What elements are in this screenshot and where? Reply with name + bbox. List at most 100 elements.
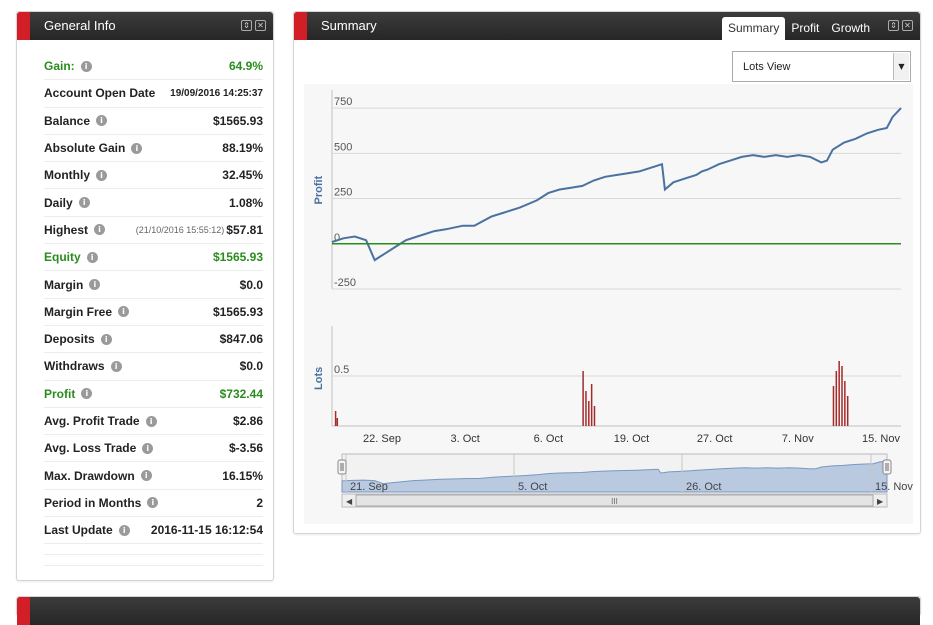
info-value: $57.81 bbox=[226, 222, 263, 237]
info-label-text: Balance bbox=[44, 113, 91, 128]
info-icon[interactable]: i bbox=[94, 224, 106, 236]
info-label: Monthly i bbox=[44, 168, 107, 182]
info-label-text: Period in Months bbox=[44, 495, 142, 510]
lots-bar bbox=[593, 406, 596, 426]
lots-x-tick-label: 6. Oct bbox=[534, 433, 563, 445]
info-icon[interactable]: i bbox=[96, 169, 107, 181]
info-label-text: Deposits bbox=[44, 332, 95, 347]
info-row: Equity i $1565.93 bbox=[44, 244, 263, 272]
info-icon[interactable]: i bbox=[81, 388, 93, 400]
bottom-panel bbox=[16, 596, 921, 625]
info-icon[interactable]: i bbox=[110, 360, 122, 372]
collapse-icon[interactable]: ⇕ bbox=[888, 20, 899, 31]
info-icon[interactable]: i bbox=[86, 251, 98, 263]
info-label: Daily i bbox=[44, 196, 90, 210]
general-info-panel: General Info ⇕ ✕ Gain: i 64.9% Account Open… bbox=[16, 11, 274, 581]
scrollbar-thumb bbox=[355, 494, 874, 507]
info-label-text: Highest bbox=[44, 222, 89, 237]
tab-growth[interactable]: Growth bbox=[831, 21, 871, 35]
summary-panel: Summary Summary Profit Growth ⇕ ✕ Lots Vie… bbox=[293, 11, 921, 534]
lots-axis-label: Lots bbox=[313, 367, 325, 390]
info-icon[interactable]: i bbox=[145, 415, 157, 427]
view-select[interactable]: Lots View ▼ bbox=[732, 51, 911, 82]
profit-tick-label: 500 bbox=[334, 141, 352, 153]
info-row: Account Open Date 19/09/2016 14:25:37 bbox=[44, 80, 263, 108]
lots-bar bbox=[590, 384, 593, 426]
tab-summary[interactable]: Summary bbox=[722, 17, 786, 40]
tab-profit[interactable]: Profit bbox=[791, 21, 820, 35]
info-value: $0.0 bbox=[239, 359, 263, 374]
lots-x-tick-label: 3. Oct bbox=[450, 433, 479, 445]
info-label-text: Equity bbox=[44, 250, 81, 265]
info-label: Last Update i bbox=[44, 523, 130, 537]
info-label: Account Open Date bbox=[44, 86, 155, 100]
navigator-handle-right bbox=[882, 459, 892, 475]
info-label: Withdraws i bbox=[44, 359, 122, 373]
info-icon[interactable]: i bbox=[131, 142, 143, 154]
info-label: Absolute Gain i bbox=[44, 141, 143, 156]
header-accent bbox=[294, 12, 307, 40]
info-row: Avg. Profit Trade i $2.86 bbox=[44, 408, 263, 436]
navigator-label: 15. Nov bbox=[875, 481, 913, 493]
profit-tick-label: 0 bbox=[334, 232, 340, 244]
navigator-area bbox=[341, 460, 888, 493]
lots-bar bbox=[835, 371, 838, 426]
navigator-label: 26. Oct bbox=[686, 481, 721, 493]
lots-bar bbox=[336, 418, 339, 426]
chart-area: -250 0 250 500 750 Profit 0.5 Lots 22. Sep 3. Oct… bbox=[304, 84, 913, 524]
lots-x-tick-label: 22. Sep bbox=[363, 433, 401, 445]
info-label: Gain: i bbox=[44, 59, 92, 73]
lots-x-tick-label: 15. Nov bbox=[862, 433, 900, 445]
lots-x-tick-label: 19. Oct bbox=[614, 433, 649, 445]
info-label-text: Max. Drawdown bbox=[44, 468, 135, 483]
info-icon[interactable]: i bbox=[118, 306, 130, 318]
info-value: 2016-11-15 16:12:54 bbox=[150, 523, 263, 538]
info-label-text: Last Update bbox=[44, 523, 113, 538]
info-row: Balance i $1565.93 bbox=[44, 108, 263, 135]
collapse-icon[interactable]: ⇕ bbox=[241, 20, 252, 31]
info-icon[interactable]: i bbox=[142, 442, 154, 454]
info-label-text: Daily bbox=[44, 195, 73, 210]
lots-bar bbox=[582, 371, 584, 426]
profit-tick-label: 750 bbox=[334, 96, 352, 108]
info-icon[interactable]: i bbox=[89, 279, 101, 291]
info-icon[interactable]: i bbox=[100, 333, 112, 345]
info-row: Margin Free i $1565.93 bbox=[44, 299, 263, 326]
info-icon[interactable]: i bbox=[147, 497, 159, 509]
info-value: 64.9% bbox=[228, 59, 263, 74]
close-icon[interactable]: ✕ bbox=[255, 20, 266, 31]
info-label-text: Account Open Date bbox=[44, 86, 156, 101]
header-accent bbox=[17, 597, 30, 625]
info-label-text: Absolute Gain bbox=[44, 141, 126, 156]
scroll-left-arrow-icon: ◀ bbox=[346, 497, 353, 506]
header-accent bbox=[17, 12, 30, 40]
lots-bar bbox=[844, 381, 846, 426]
lots-x-tick-label: 27. Oct bbox=[697, 433, 732, 445]
blank-row bbox=[44, 555, 263, 567]
close-icon[interactable]: ✕ bbox=[902, 20, 913, 31]
profit-axis-label: Profit bbox=[313, 175, 325, 204]
summary-title: Summary bbox=[321, 18, 377, 33]
info-icon[interactable]: i bbox=[80, 60, 92, 72]
info-icon[interactable]: i bbox=[78, 197, 90, 209]
info-icon[interactable]: i bbox=[96, 115, 108, 127]
lots-bar bbox=[585, 391, 587, 426]
info-row: Period in Months i 2 bbox=[44, 490, 263, 518]
info-row: Deposits i $847.06 bbox=[44, 326, 263, 354]
profit-series-line bbox=[331, 107, 902, 262]
info-row: Highest i (21/10/2016 15:55:12) $57.81 bbox=[44, 217, 263, 245]
lots-bar bbox=[846, 396, 849, 426]
navigator-handle-left bbox=[337, 459, 347, 475]
info-value: 88.19% bbox=[222, 141, 263, 156]
info-icon[interactable]: i bbox=[140, 470, 152, 482]
profit-tick-label: 250 bbox=[334, 187, 352, 199]
lots-tick-label: 0.5 bbox=[334, 364, 349, 376]
info-label: Margin i bbox=[44, 278, 101, 292]
view-select-value: Lots View bbox=[743, 61, 791, 73]
info-label: Profit i bbox=[44, 387, 93, 401]
info-row: Absolute Gain i 88.19% bbox=[44, 135, 263, 163]
info-label-text: Monthly bbox=[44, 168, 90, 183]
info-label: Avg. Loss Trade i bbox=[44, 441, 154, 455]
dropdown-arrow-icon[interactable]: ▼ bbox=[893, 53, 909, 80]
info-icon[interactable]: i bbox=[118, 524, 130, 536]
